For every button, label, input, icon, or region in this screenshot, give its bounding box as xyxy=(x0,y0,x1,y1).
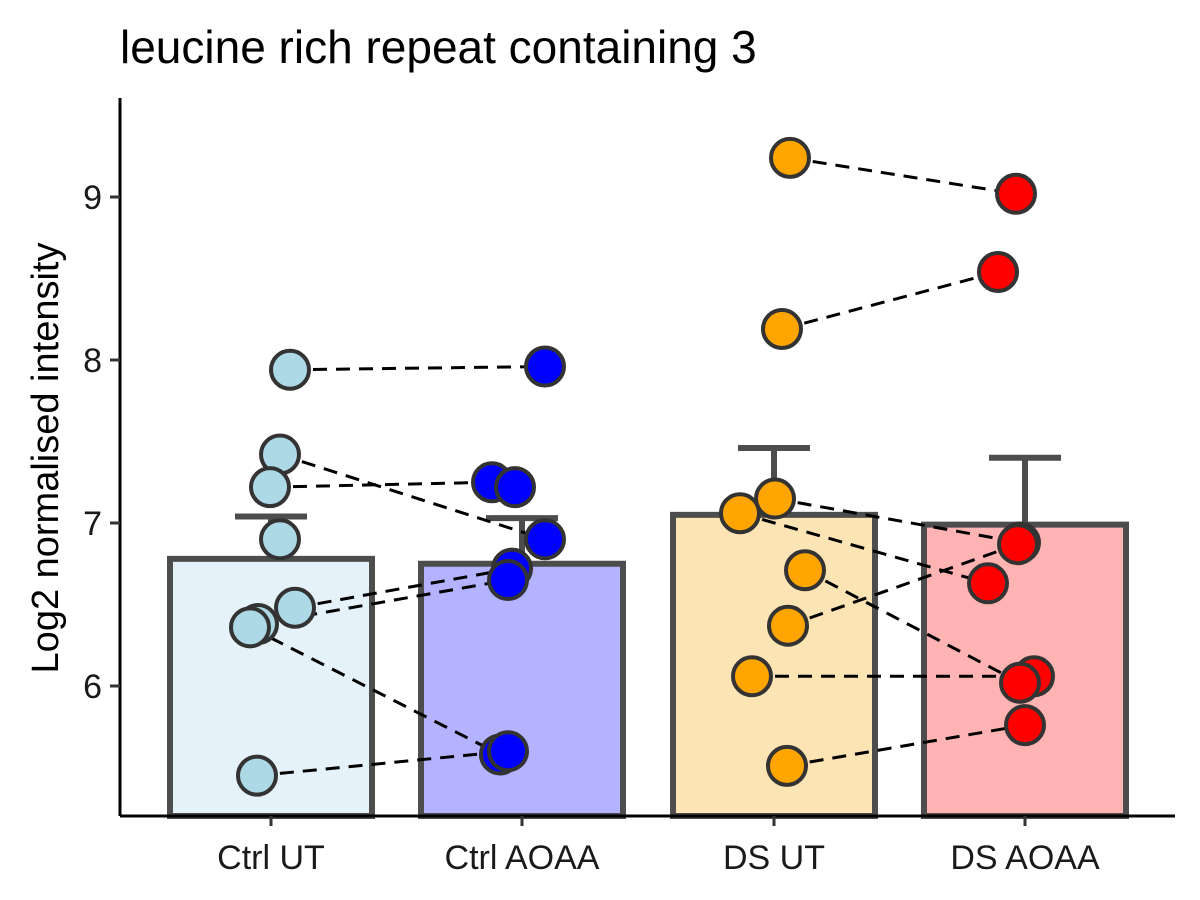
pair-line xyxy=(256,749,509,778)
data-point xyxy=(995,172,1037,215)
data-point xyxy=(249,466,291,509)
data-point xyxy=(767,604,809,647)
data-point xyxy=(766,744,808,787)
data-point xyxy=(999,661,1041,704)
pair-line xyxy=(781,270,999,331)
data-point xyxy=(769,136,811,179)
pair-line xyxy=(789,156,1017,196)
data-point xyxy=(269,348,311,391)
pair-line xyxy=(294,567,513,610)
data-point xyxy=(967,562,1009,605)
pair-line xyxy=(786,723,1026,768)
data-point xyxy=(236,754,278,797)
data-point xyxy=(977,250,1019,293)
chart-title: leucine rich repeat containing 3 xyxy=(120,21,757,73)
data-point xyxy=(487,559,529,602)
data-point xyxy=(761,308,803,351)
data-point xyxy=(494,466,536,509)
data-point xyxy=(524,345,566,388)
data-points xyxy=(229,136,1055,797)
x-tick-label: Ctrl UT xyxy=(217,839,325,877)
y-tick-label: 6 xyxy=(83,668,102,706)
bar-ctrl-aoaa xyxy=(418,560,626,819)
data-point xyxy=(229,606,271,649)
data-point xyxy=(731,655,773,698)
pair-line xyxy=(739,511,989,585)
data-point xyxy=(784,549,826,592)
data-point xyxy=(719,492,761,535)
pair-lines xyxy=(249,156,1034,778)
y-tick-label: 8 xyxy=(83,342,102,380)
x-tick-label: DS AOAA xyxy=(950,839,1100,877)
data-point xyxy=(259,518,301,561)
x-tick-label: DS UT xyxy=(723,839,825,877)
data-point xyxy=(997,523,1039,566)
pair-line xyxy=(257,578,509,626)
pair-line xyxy=(804,568,1021,685)
y-tick-label: 9 xyxy=(83,179,102,217)
axes: 6 7 8 9 Ctrl UT Ctrl AOAA DS UT DS AOAA xyxy=(83,98,1175,877)
data-point xyxy=(524,518,566,561)
pair-line xyxy=(269,480,493,489)
x-tick-label: Ctrl AOAA xyxy=(445,839,600,877)
pair-line xyxy=(249,625,501,756)
data-point xyxy=(1004,704,1046,747)
data-point xyxy=(274,586,316,629)
pair-line xyxy=(787,542,1019,628)
y-axis-label: Log2 normalised intensity xyxy=(25,243,67,674)
data-point xyxy=(754,477,796,520)
pair-line xyxy=(774,497,1021,545)
pair-line xyxy=(289,365,546,372)
data-point xyxy=(487,730,529,773)
pair-line xyxy=(279,453,546,541)
y-tick-label: 7 xyxy=(83,505,102,543)
